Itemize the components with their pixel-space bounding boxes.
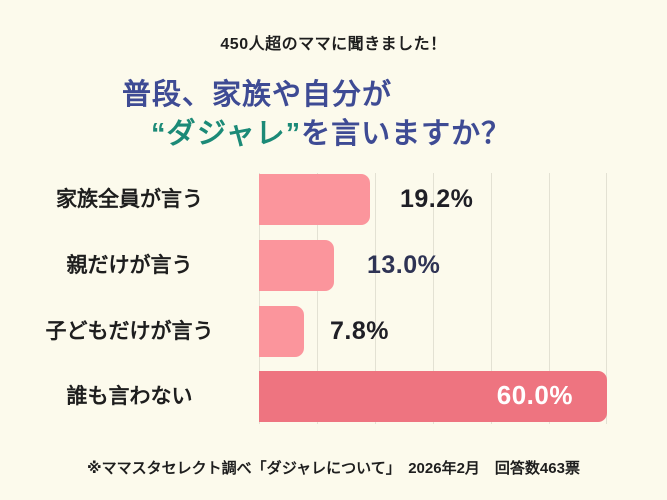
gridline [259, 173, 260, 424]
gridline [375, 173, 376, 424]
category-label: 誰も言わない [66, 385, 193, 408]
category-label: 家族全員が言う [56, 188, 203, 211]
bar [259, 240, 334, 291]
gridline [433, 173, 434, 424]
value-label: 60.0% [496, 380, 573, 410]
gridline [491, 173, 492, 424]
eyebrow-text: 450人超のママに聞きました！ [220, 36, 447, 53]
category-label: 親だけが言う [66, 254, 193, 277]
value-label: 13.0% [367, 251, 441, 279]
bar [259, 174, 370, 225]
gridline [549, 173, 550, 424]
title-rest: を言いますか？ [301, 118, 512, 150]
category-label: 子どもだけが言う [45, 320, 214, 343]
title-highlight: “ダジャレ” [151, 118, 302, 150]
gridline [317, 173, 318, 424]
value-label: 19.2% [400, 185, 474, 213]
value-label: 7.8% [330, 317, 389, 345]
main-title-line2: “ダジャレ”を言いますか？ [151, 110, 511, 152]
main-title-line1: 普段、家族や自分が [122, 79, 393, 111]
gridline [606, 173, 607, 424]
bar [259, 371, 607, 422]
bar [259, 306, 304, 357]
source-note: ※ママスタセレクト調べ「ダジャレについて」 2026年2月 回答数463票 [87, 460, 580, 477]
